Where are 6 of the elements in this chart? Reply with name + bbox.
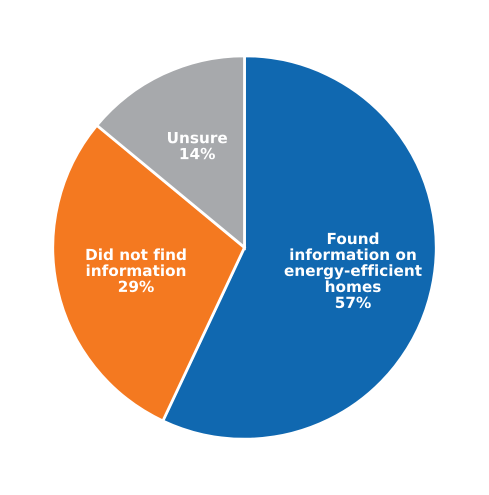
data-label: 57%	[336, 296, 371, 308]
data-label: 29%	[118, 280, 154, 292]
slice-label: Did not find information	[86, 248, 186, 276]
slice-label: Unsure	[168, 132, 227, 144]
slice-label: Found information on energy-efficient homes	[284, 232, 422, 292]
data-label: 14%	[180, 148, 215, 160]
